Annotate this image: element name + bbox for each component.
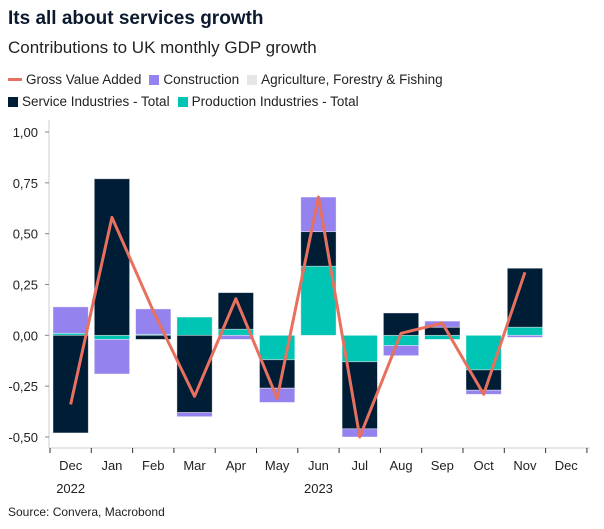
- legend-item-construction: Construction: [149, 72, 239, 87]
- y-tick-label: -0,25: [8, 379, 38, 394]
- gva-line: [69, 195, 527, 439]
- bar-segment: [176, 412, 213, 418]
- legend-swatch: [149, 74, 160, 85]
- legend-label: Production Industries - Total: [191, 94, 359, 109]
- x-tick-label: Jul: [351, 458, 368, 473]
- x-tick-label: May: [265, 458, 290, 473]
- bar-segment: [176, 316, 213, 336]
- bar-segment: [465, 334, 502, 371]
- x-tick-label: Dec: [59, 458, 83, 473]
- y-tick-label: 0,50: [13, 227, 38, 242]
- x-tick-label: Jan: [101, 458, 122, 473]
- x-tick-label: Apr: [226, 458, 247, 473]
- bar-segment: [300, 265, 337, 336]
- legend-swatch: [8, 96, 18, 107]
- bar-segment: [506, 267, 543, 328]
- legend-label: Gross Value Added: [26, 72, 142, 87]
- bar-segment: [217, 334, 254, 340]
- bar-segment: [259, 359, 296, 389]
- y-tick-label: 0,00: [13, 328, 38, 343]
- bar-segment: [93, 178, 131, 336]
- legend-item-agriculture: Agriculture, Forestry & Fishing: [247, 72, 443, 87]
- chart-subtitle: Contributions to UK monthly GDP growth: [8, 38, 317, 57]
- bar-segment: [93, 334, 131, 340]
- bar-segment: [506, 326, 543, 336]
- legend-label: Construction: [163, 72, 240, 87]
- x-tick-label: Dec: [555, 458, 579, 473]
- bar-segment: [424, 326, 461, 336]
- bar-segment: [135, 334, 172, 340]
- y-tick-label: 1,00: [13, 125, 38, 140]
- source-note: Source: Convera, Macrobond: [8, 505, 165, 519]
- bar-segment: [93, 338, 131, 375]
- bar-segment: [506, 334, 543, 338]
- y-tick-label: 0,75: [13, 176, 38, 191]
- legend-row-2: Service Industries - Total Production In…: [8, 94, 359, 109]
- y-tick-label: 0,25: [13, 278, 38, 293]
- chart-title: Its all about services growth: [8, 8, 264, 29]
- y-tick-label: -0,50: [8, 430, 38, 445]
- x-tick-label: Oct: [474, 458, 495, 473]
- bar-segment: [382, 345, 420, 357]
- legend-label: Agriculture, Forestry & Fishing: [261, 72, 443, 87]
- x-tick-label: Aug: [389, 458, 412, 473]
- x-tick-label: Feb: [142, 458, 164, 473]
- legend-label: Service Industries - Total: [22, 94, 170, 109]
- bar-segment: [424, 334, 461, 340]
- year-label: 2023: [304, 481, 333, 496]
- x-tick-label: Mar: [183, 458, 206, 473]
- legend-row-1: Gross Value Added Construction Agricultu…: [8, 72, 443, 87]
- legend-line-swatch: [8, 78, 22, 81]
- legend-swatch: [177, 96, 188, 107]
- legend-item-services: Service Industries - Total: [8, 94, 170, 109]
- legend-item-gva: Gross Value Added: [8, 72, 141, 87]
- legend-swatch: [247, 74, 258, 85]
- x-tick-label: Nov: [513, 458, 537, 473]
- x-tick-label: Sep: [431, 458, 454, 473]
- legend-item-production: Production Industries - Total: [177, 94, 359, 109]
- bar-segment: [52, 306, 89, 334]
- bar-segment: [341, 334, 378, 363]
- year-label: 2022: [56, 481, 85, 496]
- x-tick-label: Jun: [308, 458, 329, 473]
